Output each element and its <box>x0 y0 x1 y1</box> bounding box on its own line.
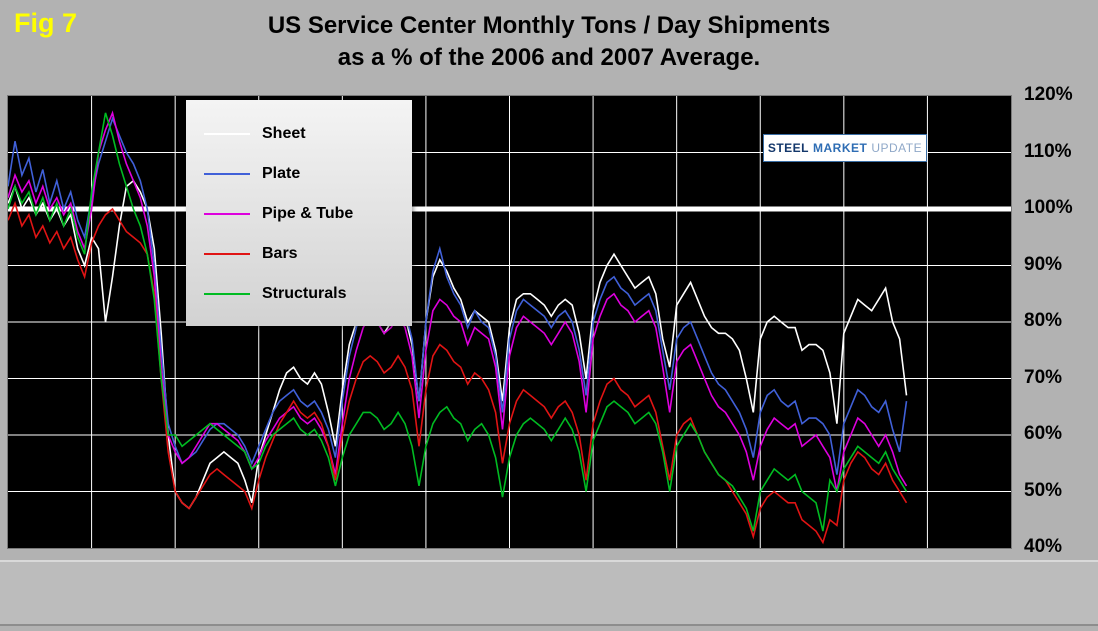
x-axis-strip: 2007200820092010201120122013201420152016… <box>0 560 1098 626</box>
legend-label: Sheet <box>262 125 306 142</box>
legend-label: Pipe & Tube <box>262 205 354 222</box>
legend-label: Structurals <box>262 285 347 302</box>
legend-entry: Pipe & Tube <box>186 194 412 234</box>
chart-legend: Sheet Plate Pipe & Tube Bars Structurals <box>186 100 412 326</box>
logo-word-steel: STEEL <box>767 141 810 155</box>
steel-market-update-logo: STEEL MARKET UPDATE <box>763 134 927 162</box>
legend-swatch <box>204 173 250 175</box>
y-axis-tick-label: 70% <box>1024 366 1063 388</box>
figure-number-label: Fig 7 <box>14 8 78 38</box>
legend-swatch <box>204 293 250 295</box>
y-axis-labels: 120% 110% 100% 90% 80% 70% 60% 50% 40% <box>1018 84 1096 557</box>
legend-label: Plate <box>262 165 301 182</box>
series-line-sheet <box>8 179 908 510</box>
logo-word-update: UPDATE <box>871 141 923 155</box>
legend-label: Bars <box>262 245 298 262</box>
legend-swatch <box>204 213 250 215</box>
series-line-plate <box>8 116 908 475</box>
chart-canvas <box>8 96 1011 548</box>
chart-title: US Service Center Monthly Tons / Day Shi… <box>0 10 1098 75</box>
y-axis-tick-label: 60% <box>1024 423 1063 444</box>
legend-entry: Sheet <box>186 114 412 154</box>
y-axis-tick-label: 40% <box>1024 536 1063 557</box>
legend-swatch <box>204 253 250 255</box>
plot-area: Sheet Plate Pipe & Tube Bars Structurals STE… <box>7 95 1012 549</box>
chart-title-line1: US Service Center Monthly Tons / Day Shi… <box>267 12 831 39</box>
legend-swatch <box>204 133 250 135</box>
legend-entry: Plate <box>186 154 412 194</box>
y-axis-tick-label: 100% <box>1024 197 1073 218</box>
y-axis-tick-label: 110% <box>1024 140 1072 162</box>
y-axis-tick-label: 80% <box>1024 310 1063 331</box>
chart-title-line2: as a % of the 2006 and 2007 Average. <box>337 44 761 72</box>
y-axis-tick-label: 90% <box>1024 253 1063 275</box>
series-line-pipe-tube <box>8 110 908 492</box>
y-axis-tick-label: 120% <box>1024 84 1073 105</box>
y-axis-tick-label: 50% <box>1024 479 1063 501</box>
series-line-structurals <box>8 112 908 532</box>
logo-word-market: MARKET <box>813 141 868 155</box>
legend-entry: Structurals <box>186 274 412 314</box>
legend-entry: Bars <box>186 234 412 274</box>
